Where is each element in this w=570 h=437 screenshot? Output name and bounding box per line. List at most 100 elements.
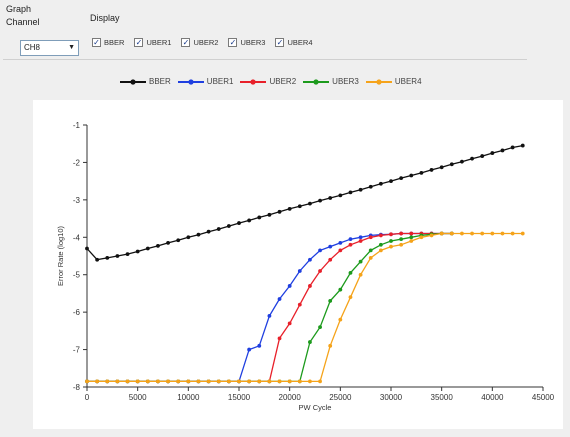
data-point [399,231,404,236]
y-tick-label: -3 [73,196,81,205]
checkbox-bber[interactable]: ✓ BBER [92,38,124,47]
checkbox-uber3[interactable]: ✓ UBER3 [228,38,265,47]
series-uber4 [85,231,525,384]
checkbox-uber2[interactable]: ✓ UBER2 [181,38,218,47]
legend-label: UBER1 [206,77,234,86]
data-point [318,379,322,384]
panel-title: Graph [6,4,32,14]
data-point [267,212,272,217]
y-tick-label: -2 [73,158,81,167]
data-point [368,235,373,240]
checkbox-box[interactable]: ✓ [134,38,144,47]
data-point [216,379,221,384]
data-point [368,248,373,253]
data-point [520,231,525,236]
series-line-uber3 [87,232,452,383]
legend-marker [376,78,382,85]
series-uber3 [85,231,454,384]
legend-item-uber3: UBER3 [303,77,359,86]
data-point [308,284,312,288]
legend-marker [250,78,257,85]
data-point [95,257,100,262]
data-point [348,270,353,275]
data-point [297,302,302,307]
chart-legend: BBER UBER1 UBER2 UBER3 UBER4 [120,77,422,86]
data-point [308,340,312,344]
data-point [95,379,100,384]
data-point [328,343,333,348]
data-point [358,235,363,240]
legend-label: UBER3 [332,77,359,86]
data-point [166,379,170,384]
data-point [480,231,485,236]
data-point [409,173,414,178]
divider [3,59,527,60]
data-point [226,224,231,228]
data-point [186,379,191,384]
legend-item-bber: BBER [120,77,171,86]
x-tick-label: 0 [85,393,90,402]
data-point [85,379,89,384]
data-point [176,379,181,384]
data-point [297,204,302,209]
series-line-uber1 [87,232,452,383]
data-point [277,297,282,301]
data-point [490,231,495,236]
data-point [389,179,393,184]
data-point [287,379,292,384]
data-point [145,379,150,384]
channel-select[interactable]: CH8 ▼ [20,40,79,56]
data-point [399,237,404,242]
legend-marker [313,78,319,85]
data-point [358,259,363,264]
data-point [115,379,120,384]
legend-item-uber1: UBER1 [177,77,234,86]
data-point [318,325,322,330]
checkbox-box[interactable]: ✓ [275,38,285,47]
y-tick-label: -6 [73,308,81,317]
data-point [125,379,130,384]
x-tick-label: 30000 [380,393,403,402]
data-point [85,246,89,251]
legend-swatch [240,78,267,85]
checkbox-box[interactable]: ✓ [181,38,191,47]
data-point [470,156,474,161]
data-point [328,244,333,249]
y-tick-label: -8 [73,383,81,392]
data-point [449,231,454,236]
data-point [216,227,221,231]
channel-select-value: CH8 [24,43,41,52]
data-point [166,241,170,245]
data-point [226,379,231,384]
data-point [399,242,404,247]
legend-swatch [120,78,146,85]
x-tick-label: 35000 [431,393,454,402]
data-point [348,237,353,242]
data-point [277,336,282,341]
data-point [135,249,140,254]
data-point [510,231,515,236]
data-point [277,379,282,384]
chevron-down-icon: ▼ [68,44,75,51]
data-point [358,187,363,192]
checkbox-box[interactable]: ✓ [228,38,238,47]
data-point [389,232,393,237]
checkbox-uber1[interactable]: ✓ UBER1 [134,38,171,47]
data-point [257,343,262,348]
data-point [156,243,160,248]
data-point [297,269,302,273]
data-point [186,235,191,240]
data-point [378,242,383,247]
data-point [439,231,444,236]
data-point [105,379,110,384]
data-point [318,198,322,203]
data-point [105,255,110,260]
data-point [439,165,444,170]
data-point [328,257,333,262]
data-point [287,321,292,326]
checkbox-uber4[interactable]: ✓ UBER4 [275,38,313,47]
data-point [308,379,312,384]
y-tick-label: -4 [73,233,81,242]
checkbox-box[interactable]: ✓ [92,38,101,47]
data-point [135,379,140,384]
